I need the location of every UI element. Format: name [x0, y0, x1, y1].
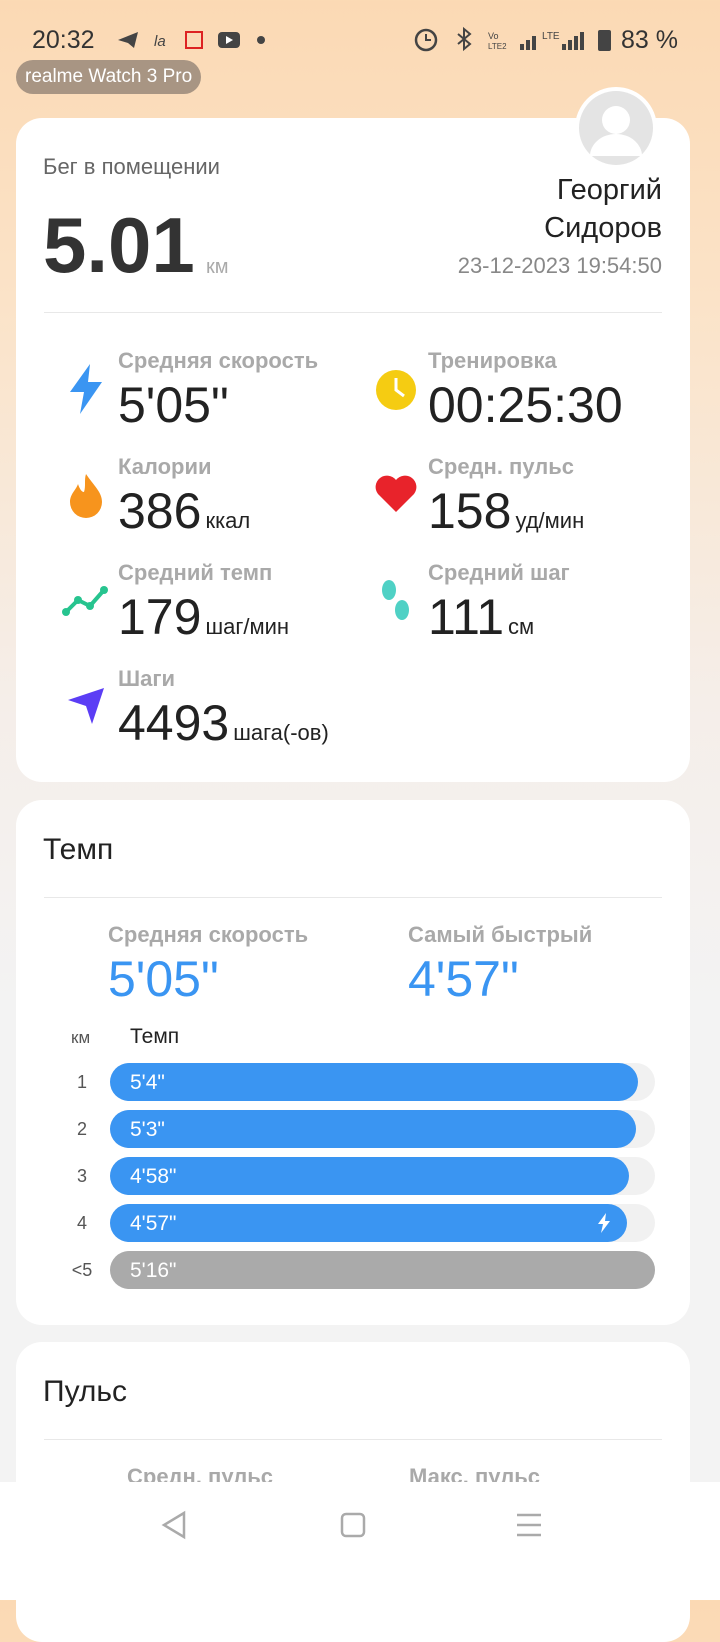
metric-label: Средний шаг	[428, 560, 570, 585]
avatar[interactable]	[574, 86, 658, 170]
metric-label: Калории	[118, 454, 212, 479]
split-bar: 5'3"	[110, 1110, 636, 1148]
svg-text:Vo: Vo	[488, 31, 499, 41]
split-km: 2	[76, 1119, 87, 1139]
svg-text:LTE2: LTE2	[488, 42, 507, 51]
metric-value-row: 179 шаг/мин	[118, 588, 289, 646]
metric-label: Средн. пульс	[428, 454, 575, 479]
avg-label: Средняя скорость	[108, 922, 309, 947]
split-bar: 5'16"	[110, 1251, 655, 1289]
notification-icons: la	[118, 31, 265, 50]
summary-card: Бег в помещении 5.01 км Георгий Сидоров …	[16, 118, 690, 782]
split-bar: 4'58"	[110, 1157, 629, 1195]
section-title: Пульс	[43, 1375, 128, 1408]
cadence-icon	[62, 586, 108, 616]
nav-home[interactable]	[340, 1512, 366, 1538]
column-header: Темп	[130, 1025, 180, 1048]
best-value: 4'57"	[408, 951, 519, 1007]
divider	[44, 312, 662, 313]
metric-value: 179	[118, 589, 202, 645]
distance: 5.01	[43, 201, 195, 289]
split-track: 4'58"	[110, 1157, 655, 1195]
nav-bar	[0, 1482, 720, 1600]
speed-icon	[70, 364, 102, 414]
metric-value-row: 111 см	[428, 588, 534, 646]
split-bar: 5'4"	[110, 1063, 638, 1101]
battery-level: 83 %	[621, 26, 678, 54]
section-title: Темп	[43, 833, 114, 866]
metric-value: 00:25:30	[428, 377, 623, 433]
split-track: 5'16"	[110, 1251, 655, 1289]
stride-icon	[382, 580, 409, 620]
split-km: 1	[76, 1072, 87, 1092]
svg-text:LTE: LTE	[542, 31, 560, 42]
split-km: 4	[76, 1213, 87, 1233]
last-name: Сидоров	[544, 212, 662, 244]
clock: 20:32	[32, 26, 95, 54]
metric-value: 5'05"	[118, 377, 229, 433]
svg-text:la: la	[154, 33, 166, 50]
metric-unit: шага(-ов)	[233, 720, 329, 745]
metric-label: Тренировка	[428, 348, 557, 373]
metric-value: 111	[428, 589, 505, 645]
metric-unit: уд/мин	[515, 508, 585, 533]
nav-menu[interactable]	[515, 1512, 543, 1538]
avg-value: 5'05"	[108, 951, 219, 1007]
metric-value-row: 4493 шага(-ов)	[118, 694, 329, 752]
activity-type: Бег в помещении	[43, 154, 220, 179]
split-km: 3	[76, 1166, 87, 1186]
metric-value-row: 386 ккал	[118, 482, 250, 540]
split-pace: 5'3"	[130, 1118, 165, 1141]
distance-unit: км	[206, 256, 229, 278]
nav-back[interactable]	[160, 1510, 190, 1540]
metric-value: 4493	[118, 695, 230, 751]
metric-label: Средняя скорость	[118, 348, 319, 373]
metric-label: Шаги	[118, 666, 176, 691]
metric-unit: шаг/мин	[205, 614, 290, 639]
pace-card: Темп Средняя скорость 5'05" Самый быстры…	[16, 800, 690, 1325]
divider	[44, 1439, 662, 1440]
split-pace: 5'16"	[130, 1259, 177, 1282]
split-track: 5'3"	[110, 1110, 655, 1148]
heart-icon	[375, 475, 417, 512]
split-track: 5'4"	[110, 1063, 655, 1101]
device-badge[interactable]: realme Watch 3 Pro	[16, 60, 202, 94]
best-label: Самый быстрый	[408, 922, 593, 947]
metric-value: 158	[428, 483, 512, 539]
calories-icon	[70, 474, 102, 518]
divider	[44, 897, 662, 898]
first-name: Георгий	[556, 174, 662, 206]
metric-value: 386	[118, 483, 202, 539]
split-pace: 5'4"	[130, 1071, 165, 1094]
page: Workout html, body { margin: 0; padding:…	[0, 0, 720, 1600]
fastest-icon	[598, 1213, 610, 1233]
metric-value-row: 158 уд/мин	[428, 482, 584, 540]
metric-unit: см	[508, 614, 535, 639]
split-pace: 4'58"	[130, 1165, 177, 1188]
datetime: 23-12-2023 19:54:50	[457, 253, 662, 278]
column-header: км	[71, 1028, 91, 1047]
time-icon	[376, 370, 416, 410]
steps-icon	[68, 688, 104, 724]
split-pace: 4'57"	[130, 1212, 177, 1235]
metric-unit: ккал	[205, 508, 251, 533]
split-track: 4'57"	[110, 1204, 655, 1242]
screen: {"status_bar": {"time": "20:32", "batter…	[0, 0, 720, 1600]
metric-label: Средний темп	[118, 560, 273, 585]
split-bar: 4'57"	[110, 1204, 627, 1242]
split-km: <5	[71, 1260, 93, 1280]
